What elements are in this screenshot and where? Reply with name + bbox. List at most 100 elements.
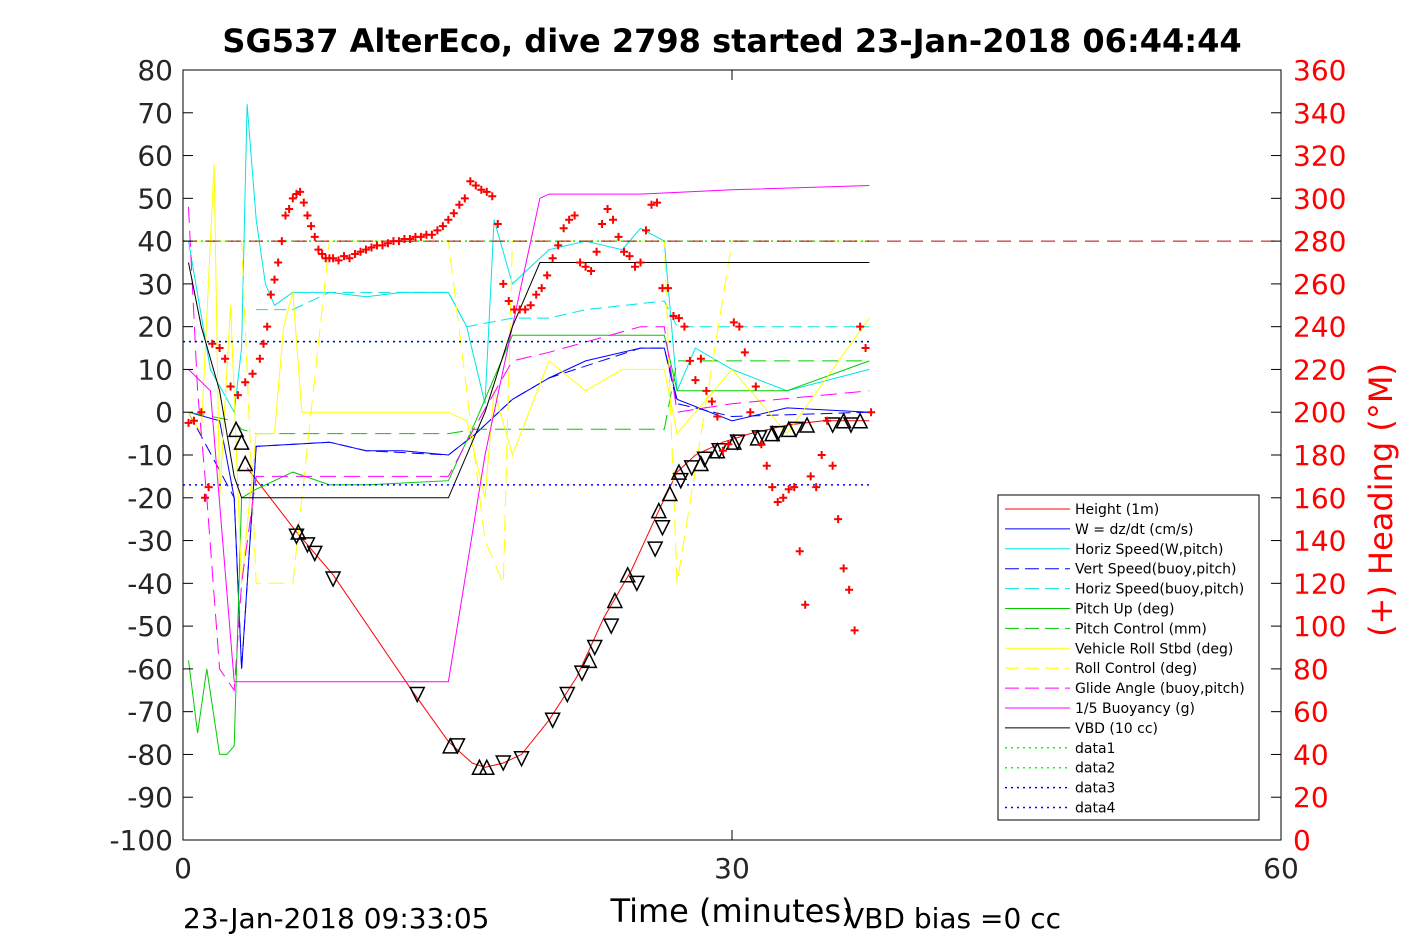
- y2-tick-label: 0: [1293, 824, 1311, 857]
- y-tick-label: -60: [127, 653, 173, 686]
- heading-point: [812, 483, 821, 492]
- heading-point: [367, 243, 376, 252]
- height-marker-up: [227, 420, 245, 438]
- legend-entry-label: Pitch Control (mm): [1075, 621, 1207, 637]
- y-tick-label: -30: [127, 525, 173, 558]
- heading-point: [266, 290, 275, 299]
- heading-point: [631, 262, 640, 271]
- heading-point: [707, 397, 716, 406]
- heading-point: [823, 416, 832, 425]
- heading-point: [449, 209, 458, 218]
- legend-entry-label: Pitch Up (deg): [1075, 602, 1174, 618]
- heading-point: [724, 440, 733, 449]
- legend-entry-label: data4: [1075, 801, 1116, 817]
- heading-point: [532, 290, 541, 299]
- heading-point: [263, 322, 272, 331]
- y2-tick-label: 160: [1293, 482, 1346, 515]
- heading-point: [609, 215, 618, 224]
- heading-point: [471, 181, 480, 190]
- x-tick-label: 60: [1263, 852, 1299, 885]
- legend-entry-label: Horiz Speed(buoy,pitch): [1075, 582, 1244, 598]
- heading-point: [189, 416, 198, 425]
- heading-point: [867, 408, 876, 417]
- heading-point: [444, 215, 453, 224]
- chart-title: SG537 AlterEco, dive 2798 started 23-Jan…: [222, 22, 1241, 60]
- y2-tick-label: 100: [1293, 610, 1346, 643]
- y2-tick-label: 40: [1293, 738, 1329, 771]
- heading-point: [433, 226, 442, 235]
- heading-point: [691, 376, 700, 385]
- heading-point: [795, 547, 804, 556]
- heading-point: [587, 267, 596, 276]
- heading-point: [248, 369, 257, 378]
- heading-point: [751, 382, 760, 391]
- heading-point: [378, 241, 387, 250]
- x-tick-label: 30: [714, 852, 750, 885]
- heading-point: [735, 322, 744, 331]
- height-marker-up: [764, 424, 781, 442]
- heading-point: [270, 275, 279, 284]
- height-marker-down: [544, 712, 561, 729]
- height-marker-down: [646, 541, 664, 558]
- y-tick-label: -10: [127, 439, 173, 472]
- height-marker-up: [798, 416, 816, 433]
- heading-point: [259, 339, 268, 348]
- heading-point: [204, 483, 213, 492]
- y2-tick-label: 360: [1293, 54, 1346, 87]
- y2-tick-label: 180: [1293, 439, 1346, 472]
- heading-point: [856, 322, 865, 331]
- y-tick-label: 70: [137, 97, 173, 130]
- y-tick-label: -80: [127, 738, 173, 771]
- y2-tick-label: 240: [1293, 311, 1346, 344]
- heading-point: [636, 258, 645, 267]
- heading-point: [647, 200, 656, 209]
- heading-point: [718, 446, 727, 455]
- heading-point: [806, 472, 815, 481]
- heading-point: [713, 412, 722, 421]
- heading-point: [493, 220, 502, 228]
- heading-point: [757, 440, 766, 449]
- series-line-8: [188, 240, 870, 584]
- y2-tick-label: 300: [1293, 182, 1346, 215]
- height-marker-up: [441, 737, 459, 754]
- series-line-10: [188, 185, 870, 683]
- y2-tick-label: 60: [1293, 696, 1329, 729]
- y2-tick-label: 340: [1293, 97, 1346, 130]
- y-tick-label: 60: [137, 140, 173, 173]
- legend-entry-label: VBD (10 cc): [1075, 721, 1158, 737]
- heading-point: [773, 498, 782, 507]
- heading-point: [762, 461, 771, 470]
- height-marker-down: [495, 755, 512, 772]
- heading-point: [570, 211, 579, 220]
- heading-point: [466, 177, 475, 186]
- heading-point: [455, 200, 464, 209]
- axes-layer: 80706050403020100-10-20-30-40-50-60-70-8…: [109, 54, 1346, 885]
- heading-point: [554, 241, 563, 250]
- y-tick-label: 50: [137, 182, 173, 215]
- heading-point: [746, 408, 755, 417]
- heading-point: [477, 185, 486, 194]
- heading-point: [285, 205, 294, 214]
- y2-tick-label: 140: [1293, 525, 1346, 558]
- heading-point: [405, 234, 414, 243]
- heading-point: [537, 284, 546, 293]
- y-tick-label: 0: [155, 396, 173, 429]
- height-marker-up: [619, 566, 636, 583]
- heading-point: [208, 339, 217, 348]
- heading-point: [641, 226, 650, 235]
- y-tick-label: 20: [137, 311, 173, 344]
- y-tick-label: -70: [127, 696, 173, 729]
- series-line-0: [246, 420, 870, 768]
- y-tick-label: 40: [137, 225, 173, 258]
- heading-point: [834, 515, 843, 524]
- series-line-7: [188, 164, 870, 584]
- height-marker-down: [654, 519, 671, 537]
- heading-point: [625, 252, 634, 261]
- heading-point: [565, 215, 574, 224]
- legend-entry-label: data3: [1075, 781, 1115, 797]
- height-marker-up: [233, 433, 250, 450]
- y2-tick-label: 320: [1293, 140, 1346, 173]
- height-marker-up: [725, 433, 743, 450]
- heading-point: [801, 600, 810, 609]
- series-line-9: [188, 206, 870, 692]
